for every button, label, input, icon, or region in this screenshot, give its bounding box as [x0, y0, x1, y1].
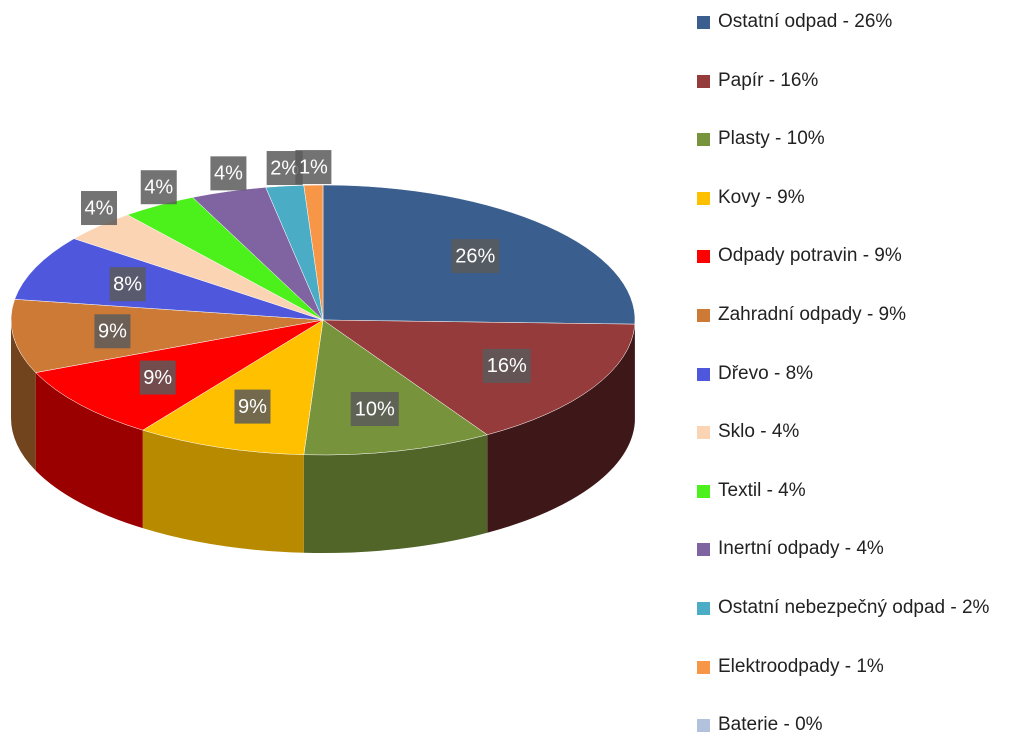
data-label: 4% — [144, 177, 173, 199]
data-label: 9% — [98, 321, 127, 343]
data-label-bg — [94, 314, 131, 349]
data-label-bg — [140, 170, 177, 205]
legend-label: Baterie - 0% — [718, 714, 823, 733]
slice — [303, 184, 324, 321]
data-label: 10% — [355, 398, 395, 420]
data-label-bg — [210, 156, 247, 191]
slice-side — [11, 320, 36, 471]
data-label-bg — [295, 150, 332, 185]
legend-label: Textil - 4% — [718, 479, 806, 501]
legend-swatch — [697, 133, 710, 147]
data-label: 26% — [455, 245, 495, 267]
data-label: 8% — [113, 273, 142, 295]
legend-swatch — [697, 484, 710, 498]
legend-label: Zahradní odpady - 9% — [718, 304, 907, 325]
slice — [142, 319, 324, 455]
legend-swatch — [697, 660, 710, 674]
legend-swatch — [697, 309, 710, 322]
data-label-bg — [81, 191, 118, 226]
legend-swatch — [697, 191, 710, 205]
data-label: 1% — [299, 156, 328, 178]
legend-label: Elektroodpady - 1% — [718, 655, 884, 677]
data-label-bg — [109, 267, 146, 302]
slice-side — [142, 430, 304, 553]
slice-side — [35, 372, 143, 529]
data-label-bg — [234, 389, 271, 424]
data-label: 9% — [143, 367, 172, 389]
legend-swatch — [697, 250, 710, 264]
legend-label: Inertní odpady - 4% — [718, 538, 884, 560]
slice — [322, 319, 636, 436]
data-label: 2% — [270, 157, 299, 179]
data-label-bg — [139, 360, 176, 395]
legend-label: Plasty - 10% — [718, 128, 825, 150]
legend-label: Dřevo - 8% — [718, 362, 814, 384]
legend-label: Kovy - 9% — [718, 186, 805, 208]
slice-side — [303, 434, 488, 553]
legend-label: Sklo - 4% — [718, 421, 800, 443]
legend-swatch — [697, 719, 710, 733]
legend-label: Papír - 16% — [718, 69, 819, 91]
data-label: 9% — [238, 396, 267, 418]
data-label: 4% — [85, 197, 114, 219]
legend-swatch — [697, 602, 710, 615]
legend-swatch — [697, 543, 710, 557]
slice-side — [487, 324, 635, 533]
data-label: 16% — [487, 355, 527, 377]
data-label-bg — [350, 392, 399, 427]
data-label-bg — [451, 239, 500, 274]
slice — [35, 319, 324, 431]
legend-swatch — [697, 426, 710, 440]
legend-swatch — [697, 367, 710, 381]
legend-label: Odpady potravin - 9% — [718, 245, 902, 267]
data-label: 4% — [214, 163, 243, 185]
legend-swatch — [697, 74, 710, 88]
pie-area: 26% 16% 10% 9% 9% 9% 8% 4% 4% 4% 2% 1% — [10, 150, 636, 553]
slice — [303, 319, 488, 456]
slice — [14, 238, 324, 321]
slice — [10, 299, 324, 373]
legend-label: Ostatní nebezpečný odpad - 2% — [718, 597, 990, 618]
legend-swatch — [697, 16, 710, 29]
legend-label: Ostatní odpad - 26% — [718, 11, 893, 32]
data-label-bg — [482, 348, 531, 383]
